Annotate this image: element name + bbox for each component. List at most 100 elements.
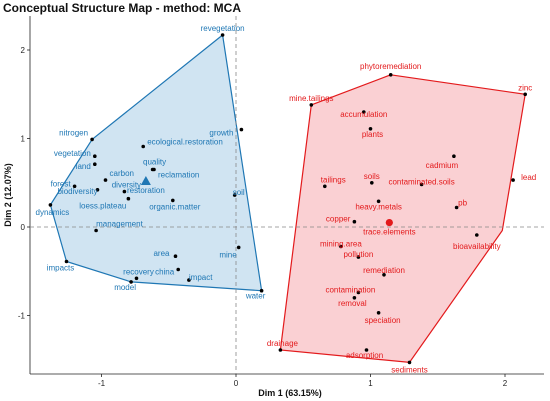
- point-remediation: [382, 273, 386, 277]
- point-ecological-restoration: [141, 144, 145, 149]
- point-label-china: china: [155, 268, 175, 277]
- point-label-tailings: tailings: [321, 175, 346, 184]
- point-label-organic-matter: organic.matter: [149, 202, 200, 211]
- point-label-pollution: pollution: [343, 250, 373, 259]
- point-mine: [236, 245, 241, 250]
- point-china: [176, 267, 180, 272]
- point-label-remediation: remediation: [363, 266, 405, 275]
- point-label-contaminated-soils: contaminated.soils: [388, 178, 454, 187]
- y-tick-label: -1: [18, 312, 26, 321]
- point-lead: [511, 178, 515, 182]
- point-contamination: [356, 290, 361, 295]
- point-label-plants: plants: [362, 130, 383, 139]
- point-label-land: land: [76, 162, 91, 171]
- point-label-soil: soil: [233, 188, 245, 197]
- point-water: [259, 288, 264, 293]
- point-label-contamination: contamination: [325, 286, 375, 295]
- y-tick-label: 0: [21, 223, 26, 232]
- x-tick-label: 2: [503, 379, 508, 388]
- point-label-quality: quality: [143, 158, 166, 167]
- point-carbon: [103, 178, 108, 182]
- point-label-model: model: [114, 283, 136, 292]
- point-label-mine: mine: [219, 250, 237, 259]
- point-label-cadmium: cadmium: [426, 161, 459, 170]
- point-accumulation: [362, 110, 366, 114]
- x-tick-label: 1: [368, 379, 373, 388]
- point-label-zinc: zinc: [518, 83, 532, 92]
- point-contaminated-soils: [419, 182, 424, 187]
- point-label-heavy-metals: heavy.metals: [355, 202, 402, 211]
- point-label-phytoremediation: phytoremediation: [360, 62, 421, 71]
- point-cadmium: [452, 154, 456, 158]
- point-removal: [352, 296, 357, 300]
- point-label-reclamation: reclamation: [158, 171, 199, 180]
- point-label-soils: soils: [364, 172, 380, 181]
- point-label-area: area: [153, 249, 170, 258]
- point-label-accumulation: accumulation: [340, 110, 387, 119]
- x-axis-label: Dim 1 (63.15%): [258, 388, 322, 398]
- point-sediments: [407, 360, 412, 365]
- point-label-mine-tailings: mine.tailings: [289, 94, 333, 103]
- y-tick-label: 2: [21, 46, 26, 55]
- point-label-biodiversity: biodiversity: [57, 187, 97, 196]
- point-heavy-metals: [376, 199, 381, 204]
- point-label-loess-plateau: loess.plateau: [79, 202, 126, 211]
- point-label-copper: copper: [326, 215, 351, 224]
- point-zinc: [523, 92, 527, 97]
- point-label-growth: growth: [209, 129, 233, 138]
- chart-title: Conceptual Structure Map - method: MCA: [3, 1, 242, 15]
- point-label-sediments: sediments: [391, 365, 427, 374]
- point-nitrogen: [90, 137, 94, 142]
- point-label-adsorption: adsorption: [346, 351, 383, 360]
- point-reclamation: [152, 167, 156, 172]
- point-label-mining-area: mining.area: [320, 240, 362, 249]
- point-biodiversity: [95, 188, 100, 192]
- point-label-removal: removal: [338, 299, 367, 308]
- point-label-nitrogen: nitrogen: [59, 128, 88, 137]
- point-label-speciation: speciation: [365, 316, 401, 325]
- point-label-impact: impact: [189, 273, 213, 282]
- point-pb: [454, 205, 459, 210]
- point-diversity: [122, 189, 127, 194]
- point-area: [173, 254, 178, 258]
- point-label-diversity: diversity: [112, 181, 141, 190]
- point-label-carbon: carbon: [110, 169, 134, 178]
- point-label-water: water: [245, 292, 266, 301]
- x-tick-label: -1: [98, 379, 106, 388]
- point-label-dynamics: dynamics: [36, 208, 70, 217]
- point-label-pb: pb: [458, 199, 467, 208]
- point-label-drainage: drainage: [267, 339, 299, 348]
- centroid-label-trace-elements: trace.elements: [363, 228, 415, 237]
- point-pollution: [356, 255, 361, 259]
- point-label-management: management: [96, 220, 143, 229]
- point-adsorption: [364, 348, 369, 352]
- point-label-forest: forest: [51, 179, 72, 188]
- point-loess-plateau: [126, 196, 131, 201]
- point-vegetation: [93, 154, 97, 158]
- point-forest: [72, 184, 77, 189]
- point-label-impacts: impacts: [47, 264, 75, 273]
- point-copper: [352, 219, 357, 224]
- point-recovery: [134, 276, 139, 281]
- point-phytoremediation: [388, 73, 393, 77]
- point-organic-matter: [171, 198, 175, 203]
- point-soil: [232, 193, 237, 197]
- point-label-bioavailability: bioavailability: [453, 242, 501, 251]
- point-drainage: [278, 348, 283, 352]
- point-label-revegetation: revegetation: [201, 24, 245, 33]
- point-impacts: [64, 259, 69, 264]
- point-speciation: [376, 311, 381, 315]
- point-dynamics: [48, 203, 53, 207]
- point-management: [94, 228, 98, 233]
- point-soils: [370, 181, 374, 185]
- point-impact: [187, 278, 191, 282]
- point-label-recovery: recovery: [123, 267, 154, 276]
- point-model: [129, 280, 133, 284]
- y-axis-label: Dim 2 (12.07%): [3, 163, 13, 227]
- cluster-1-centroid-marker: [140, 175, 151, 185]
- point-mining-area: [339, 244, 343, 249]
- point-bioavailability: [475, 233, 479, 237]
- point-plants: [368, 127, 373, 131]
- point-mine-tailings: [309, 103, 314, 107]
